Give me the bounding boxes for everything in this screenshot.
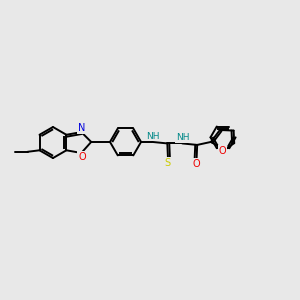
Text: O: O [218, 146, 226, 156]
Text: NH: NH [146, 132, 159, 141]
Text: N: N [78, 123, 85, 133]
Text: NH: NH [176, 133, 189, 142]
Text: S: S [165, 158, 171, 167]
Text: O: O [193, 159, 200, 169]
Text: O: O [78, 152, 86, 162]
